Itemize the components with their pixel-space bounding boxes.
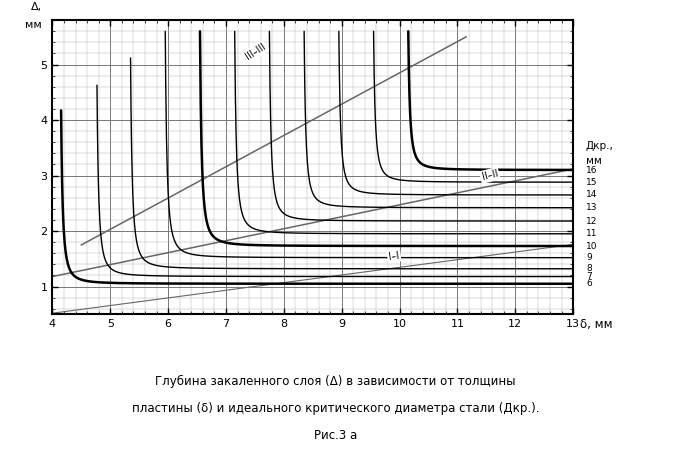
Text: 15: 15 bbox=[586, 178, 598, 187]
Text: 14: 14 bbox=[586, 190, 597, 199]
Text: Дкр.,: Дкр., bbox=[586, 141, 614, 150]
Text: 16: 16 bbox=[586, 166, 598, 175]
Text: I–I: I–I bbox=[388, 250, 400, 262]
Text: Глубина закаленного слоя (Δ) в зависимости от толщины: Глубина закаленного слоя (Δ) в зависимос… bbox=[155, 375, 516, 388]
Text: 8: 8 bbox=[586, 264, 591, 273]
Text: 11: 11 bbox=[586, 229, 598, 238]
Text: 10: 10 bbox=[586, 242, 598, 251]
Text: 7: 7 bbox=[586, 272, 591, 281]
Text: мм: мм bbox=[586, 156, 602, 166]
Text: δ, мм: δ, мм bbox=[580, 317, 613, 330]
Text: 9: 9 bbox=[586, 253, 591, 262]
Text: III–III: III–III bbox=[243, 41, 268, 62]
Text: пластины (δ) и идеального критического диаметра стали (Дкр.).: пластины (δ) и идеального критического д… bbox=[132, 402, 539, 415]
Text: мм: мм bbox=[25, 20, 42, 30]
Text: II–II: II–II bbox=[481, 168, 499, 182]
Text: 12: 12 bbox=[586, 216, 597, 225]
Text: Δ,: Δ, bbox=[31, 2, 42, 12]
Text: 6: 6 bbox=[586, 279, 591, 288]
Text: Рис.3 а: Рис.3 а bbox=[314, 429, 357, 442]
Text: 13: 13 bbox=[586, 203, 598, 212]
